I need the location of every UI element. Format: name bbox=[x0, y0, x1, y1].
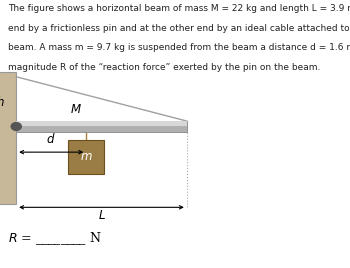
Bar bbox=[0, 72, 16, 204]
Text: magnitude R of the “reaction force” exerted by the pin on the beam.: magnitude R of the “reaction force” exer… bbox=[8, 63, 320, 72]
Text: $m$: $m$ bbox=[80, 150, 92, 163]
Text: $d$: $d$ bbox=[47, 132, 56, 146]
Text: $M$: $M$ bbox=[70, 103, 82, 116]
Text: beam. A mass m = 9.7 kg is suspended from the beam a distance d = 1.6 m from the: beam. A mass m = 9.7 kg is suspended fro… bbox=[8, 43, 350, 52]
Bar bbox=[16, 121, 187, 132]
Circle shape bbox=[11, 123, 21, 131]
Text: The figure shows a horizontal beam of mass M = 22 kg and length L = 3.9 m suppor: The figure shows a horizontal beam of ma… bbox=[8, 4, 350, 13]
Text: $L$: $L$ bbox=[98, 209, 105, 222]
Text: $h$: $h$ bbox=[0, 95, 5, 109]
Text: $R$ = ________ N: $R$ = ________ N bbox=[8, 230, 101, 247]
Bar bbox=[16, 121, 187, 126]
Bar bbox=[68, 140, 104, 174]
Text: end by a frictionless pin and at the other end by an ideal cable attached to wal: end by a frictionless pin and at the oth… bbox=[8, 24, 350, 33]
